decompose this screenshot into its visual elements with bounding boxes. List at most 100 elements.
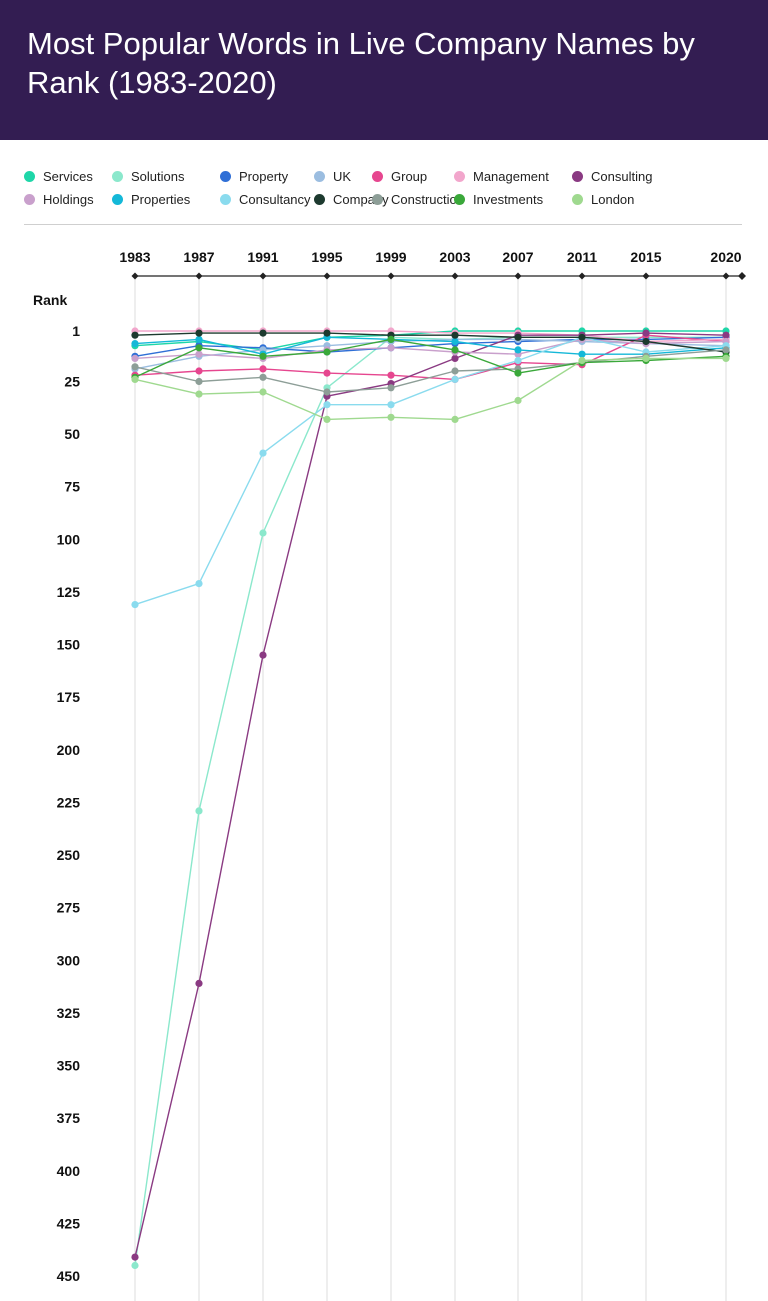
point-company-1987 — [195, 329, 203, 337]
x-axis-tick-1995 — [323, 272, 331, 280]
legend-swatch — [24, 170, 35, 182]
point-london-1991 — [259, 388, 267, 396]
x-axis-tick-1999 — [387, 272, 395, 280]
point-consultancy-1983 — [131, 601, 139, 609]
series-line-london — [134, 357, 726, 421]
point-solutions-1991 — [259, 529, 267, 537]
x-axis-tick-1991 — [259, 272, 267, 280]
legend-item-services: Services — [24, 166, 93, 186]
x-tick-label: 2020 — [710, 249, 741, 265]
point-construction-1983 — [131, 363, 139, 371]
legend-label: Property — [239, 168, 289, 184]
legend-item-property: Property — [220, 166, 288, 186]
series-line-consultancy — [134, 336, 727, 606]
series-line-company — [134, 332, 727, 353]
legend-label: Solutions — [131, 168, 185, 184]
legend-label: Holdings — [43, 191, 94, 207]
x-axis-tick-2011 — [578, 272, 586, 280]
point-construction-2020 — [722, 346, 730, 354]
legend-swatch — [314, 170, 325, 182]
y-tick-label: 1 — [72, 323, 80, 339]
x-tick-label: 1983 — [119, 249, 150, 265]
point-holdings-1987 — [195, 350, 203, 358]
legend-swatch — [220, 193, 231, 205]
point-solutions-1983 — [131, 1261, 139, 1270]
x-axis-tick-2007 — [514, 272, 522, 280]
legend-swatch — [24, 193, 35, 205]
point-consulting-1991 — [259, 651, 267, 659]
x-tick-label: 1991 — [247, 249, 278, 265]
point-london-2007 — [514, 396, 522, 405]
legend-label: Group — [391, 168, 428, 184]
y-tick-label: 400 — [57, 1163, 81, 1179]
series-line-management — [135, 330, 727, 343]
x-tick-label: 1987 — [183, 249, 214, 265]
point-investments-1991 — [259, 352, 267, 360]
point-holdings-1999 — [387, 344, 395, 352]
point-solutions-1987 — [195, 807, 203, 815]
legend-swatch — [112, 170, 123, 182]
y-tick-label: 300 — [57, 952, 81, 968]
series-line-holdings — [134, 338, 727, 360]
point-group-1991 — [259, 365, 267, 373]
legend-swatch — [112, 193, 123, 205]
y-tick-label: 100 — [57, 531, 81, 547]
legend-item-uk: UK — [314, 166, 351, 186]
legend-item-investments: Investments — [454, 189, 543, 209]
x-tick-label: 1999 — [375, 249, 406, 265]
x-tick-label: 1995 — [311, 249, 342, 265]
y-tick-label: 200 — [57, 742, 81, 758]
legend-item-group: Group — [372, 166, 427, 186]
point-consulting-2020 — [722, 331, 730, 339]
legend-label: Management — [473, 168, 549, 184]
title-banner: Most Popular Words in Live Company Names… — [0, 0, 768, 140]
point-consultancy-1991 — [259, 449, 267, 457]
legend-swatch — [314, 193, 325, 205]
point-london-1983 — [131, 375, 139, 383]
legend-item-management: Management — [454, 166, 549, 186]
point-company-2007 — [514, 333, 522, 341]
legend-item-consultancy: Consultancy — [220, 189, 311, 209]
x-tick-label: 2007 — [502, 249, 533, 265]
legend-item-properties: Properties — [112, 189, 190, 209]
legend-label: Consultancy — [239, 191, 311, 207]
x-axis-tick-2003 — [451, 272, 459, 280]
point-construction-2003 — [451, 367, 459, 375]
y-tick-label: 450 — [57, 1268, 81, 1284]
point-consulting-2003 — [451, 354, 459, 362]
y-tick-label: 150 — [57, 637, 81, 653]
point-construction-1995 — [323, 388, 331, 396]
y-tick-label: 125 — [57, 584, 81, 600]
legend-label: Construction — [391, 191, 464, 207]
point-consulting-1987 — [195, 979, 203, 988]
point-investments-2003 — [451, 346, 459, 354]
y-tick-label: 50 — [64, 426, 80, 442]
x-tick-label: 2003 — [439, 249, 470, 265]
point-investments-1995 — [323, 348, 331, 356]
point-company-1983 — [131, 331, 139, 339]
x-axis-tick-1987 — [195, 272, 203, 280]
y-tick-label: 250 — [57, 847, 81, 863]
point-construction-1991 — [259, 373, 267, 381]
y-tick-label: 175 — [57, 689, 81, 705]
x-tick-label: 2015 — [630, 249, 661, 265]
x-axis-tick-2020 — [722, 272, 730, 280]
point-london-2015 — [642, 354, 650, 362]
point-london-2020 — [722, 354, 730, 362]
legend-item-london: London — [572, 189, 634, 209]
legend-label: Properties — [131, 191, 191, 207]
legend-swatch — [454, 170, 465, 182]
series-line-group — [134, 334, 727, 381]
y-axis-title: Rank — [33, 292, 67, 308]
point-company-2011 — [578, 333, 586, 341]
x-axis-tick-2015 — [642, 272, 650, 280]
point-london-2011 — [578, 356, 586, 365]
y-tick-label: 350 — [57, 1058, 81, 1074]
point-group-1987 — [195, 367, 203, 375]
chart-title: Most Popular Words in Live Company Names… — [27, 26, 695, 100]
legend-swatch — [372, 193, 383, 205]
series-line-solutions — [134, 336, 726, 1266]
point-london-2003 — [451, 415, 459, 423]
point-properties-1987 — [195, 335, 203, 343]
